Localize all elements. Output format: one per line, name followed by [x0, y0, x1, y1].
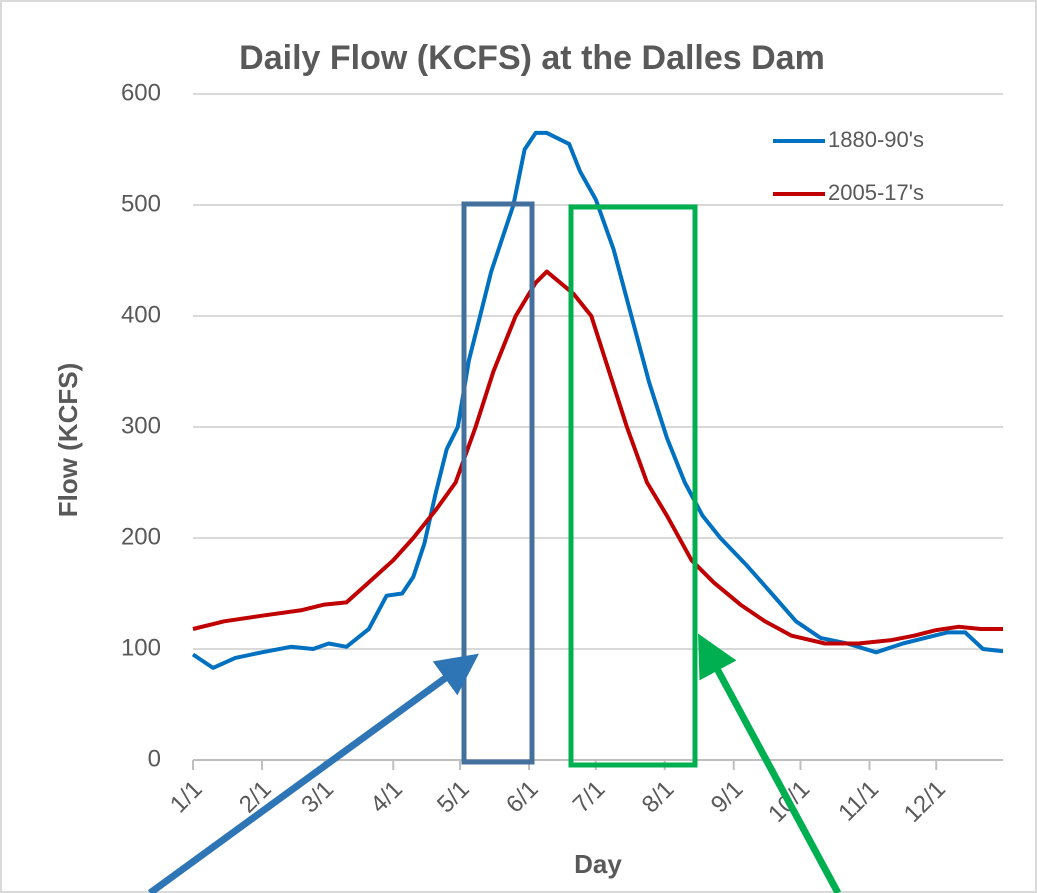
- arrow: [698, 633, 842, 893]
- arrow: [147, 653, 479, 893]
- y-axis-label: Flow (KCFS): [53, 363, 83, 518]
- x-axis-label: Day: [574, 849, 622, 879]
- y-tick-label: 100: [121, 634, 161, 661]
- legend-label: 2005-17's: [828, 180, 924, 205]
- highlight-box: [461, 201, 535, 765]
- chart-title: Daily Flow (KCFS) at the Dalles Dam: [239, 39, 825, 77]
- y-tick-label: 300: [121, 412, 161, 439]
- data-line: [191, 130, 1004, 670]
- legend-label: 1880-90's: [828, 127, 924, 152]
- data-line: [192, 269, 1003, 646]
- y-tick-label: 500: [121, 190, 161, 217]
- y-tick-label: 600: [121, 79, 161, 106]
- y-tick-label: 200: [121, 523, 161, 550]
- highlight-box: [568, 204, 698, 768]
- y-tick-label: 0: [148, 745, 161, 772]
- y-tick-label: 400: [121, 301, 161, 328]
